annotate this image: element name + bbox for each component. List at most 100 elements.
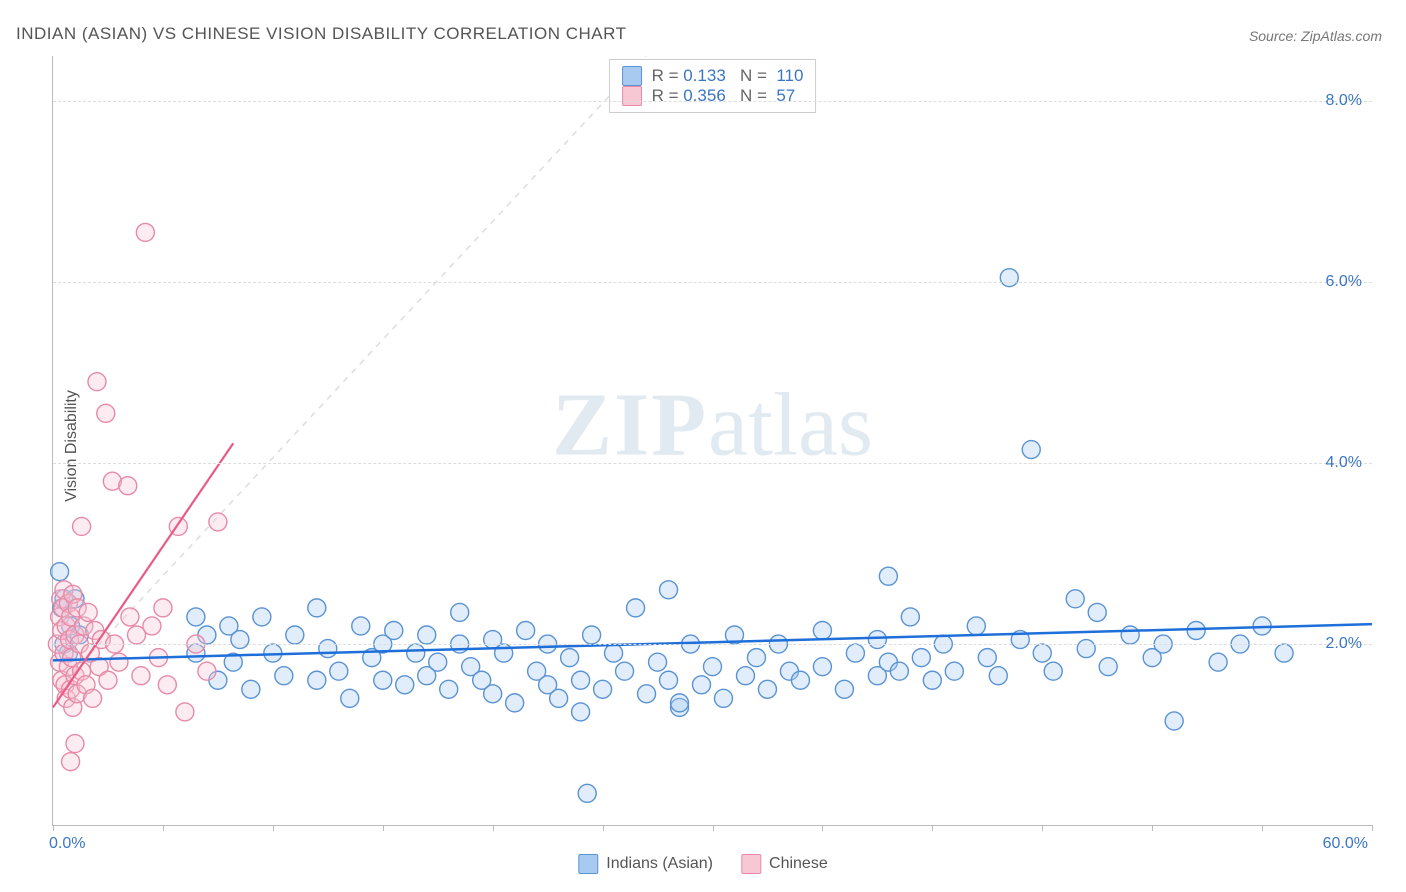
x-tick xyxy=(1152,825,1153,831)
gridline xyxy=(53,101,1372,102)
data-point xyxy=(835,680,853,698)
data-point xyxy=(286,626,304,644)
data-point xyxy=(84,689,102,707)
data-point xyxy=(187,608,205,626)
data-point xyxy=(1088,603,1106,621)
gridline xyxy=(53,463,1372,464)
stats-row: R = 0.133 N = 110 xyxy=(622,66,804,86)
data-point xyxy=(99,671,117,689)
data-point xyxy=(1033,644,1051,662)
x-tick xyxy=(1262,825,1263,831)
data-point xyxy=(693,676,711,694)
data-point xyxy=(275,667,293,685)
data-point xyxy=(308,599,326,617)
data-point xyxy=(158,676,176,694)
data-point xyxy=(517,621,535,639)
data-point xyxy=(1000,269,1018,287)
data-point xyxy=(385,621,403,639)
data-point xyxy=(736,667,754,685)
data-point xyxy=(341,689,359,707)
data-point xyxy=(154,599,172,617)
data-point xyxy=(890,662,908,680)
data-point xyxy=(308,671,326,689)
data-point xyxy=(119,477,137,495)
data-point xyxy=(451,603,469,621)
data-point xyxy=(813,621,831,639)
x-tick xyxy=(932,825,933,831)
data-point xyxy=(923,671,941,689)
scatter-svg xyxy=(53,56,1372,825)
data-point xyxy=(440,680,458,698)
data-point xyxy=(73,517,91,535)
data-point xyxy=(484,685,502,703)
data-point xyxy=(550,689,568,707)
x-tick xyxy=(493,825,494,831)
bottom-legend: Indians (Asian) Chinese xyxy=(578,854,827,874)
data-point xyxy=(88,373,106,391)
data-point xyxy=(1275,644,1293,662)
legend-item: Chinese xyxy=(741,854,828,874)
data-point xyxy=(649,653,667,671)
data-point xyxy=(79,603,97,621)
x-tick xyxy=(273,825,274,831)
data-point xyxy=(901,608,919,626)
data-point xyxy=(978,649,996,667)
y-tick-label: 4.0% xyxy=(1326,454,1362,472)
chart-title: INDIAN (ASIAN) VS CHINESE VISION DISABIL… xyxy=(16,24,627,44)
legend-swatch xyxy=(622,86,642,106)
data-point xyxy=(396,676,414,694)
data-point xyxy=(121,608,139,626)
data-point xyxy=(132,667,150,685)
y-tick-label: 2.0% xyxy=(1326,635,1362,653)
legend-swatch xyxy=(622,66,642,86)
data-point xyxy=(813,658,831,676)
gridline xyxy=(53,644,1372,645)
data-point xyxy=(868,631,886,649)
data-point xyxy=(429,653,447,671)
stats-row: R = 0.356 N = 57 xyxy=(622,86,804,106)
data-point xyxy=(616,662,634,680)
data-point xyxy=(967,617,985,635)
data-point xyxy=(374,671,392,689)
data-point xyxy=(578,784,596,802)
data-point xyxy=(638,685,656,703)
data-point xyxy=(143,617,161,635)
data-point xyxy=(747,649,765,667)
x-tick xyxy=(163,825,164,831)
data-point xyxy=(660,581,678,599)
data-point xyxy=(352,617,370,635)
x-tick-label: 0.0% xyxy=(49,835,85,853)
data-point xyxy=(846,644,864,662)
x-tick xyxy=(1372,825,1373,831)
data-point xyxy=(1165,712,1183,730)
data-point xyxy=(253,608,271,626)
data-point xyxy=(242,680,260,698)
data-point xyxy=(660,671,678,689)
stats-box: R = 0.133 N = 110R = 0.356 N = 57 xyxy=(609,59,817,113)
data-point xyxy=(1099,658,1117,676)
x-tick-label: 60.0% xyxy=(1323,835,1368,853)
x-tick xyxy=(822,825,823,831)
data-point xyxy=(714,689,732,707)
data-point xyxy=(110,653,128,671)
data-point xyxy=(506,694,524,712)
data-point xyxy=(209,513,227,531)
data-point xyxy=(418,626,436,644)
data-point xyxy=(561,649,579,667)
data-point xyxy=(330,662,348,680)
data-point xyxy=(758,680,776,698)
data-point xyxy=(1066,590,1084,608)
data-point xyxy=(407,644,425,662)
y-tick-label: 8.0% xyxy=(1326,92,1362,110)
data-point xyxy=(791,671,809,689)
data-point xyxy=(989,667,1007,685)
x-tick xyxy=(713,825,714,831)
legend-item: Indians (Asian) xyxy=(578,854,713,874)
data-point xyxy=(572,703,590,721)
data-point xyxy=(319,640,337,658)
data-point xyxy=(594,680,612,698)
data-point xyxy=(136,223,154,241)
data-point xyxy=(51,563,69,581)
data-point xyxy=(583,626,601,644)
data-point xyxy=(231,631,249,649)
